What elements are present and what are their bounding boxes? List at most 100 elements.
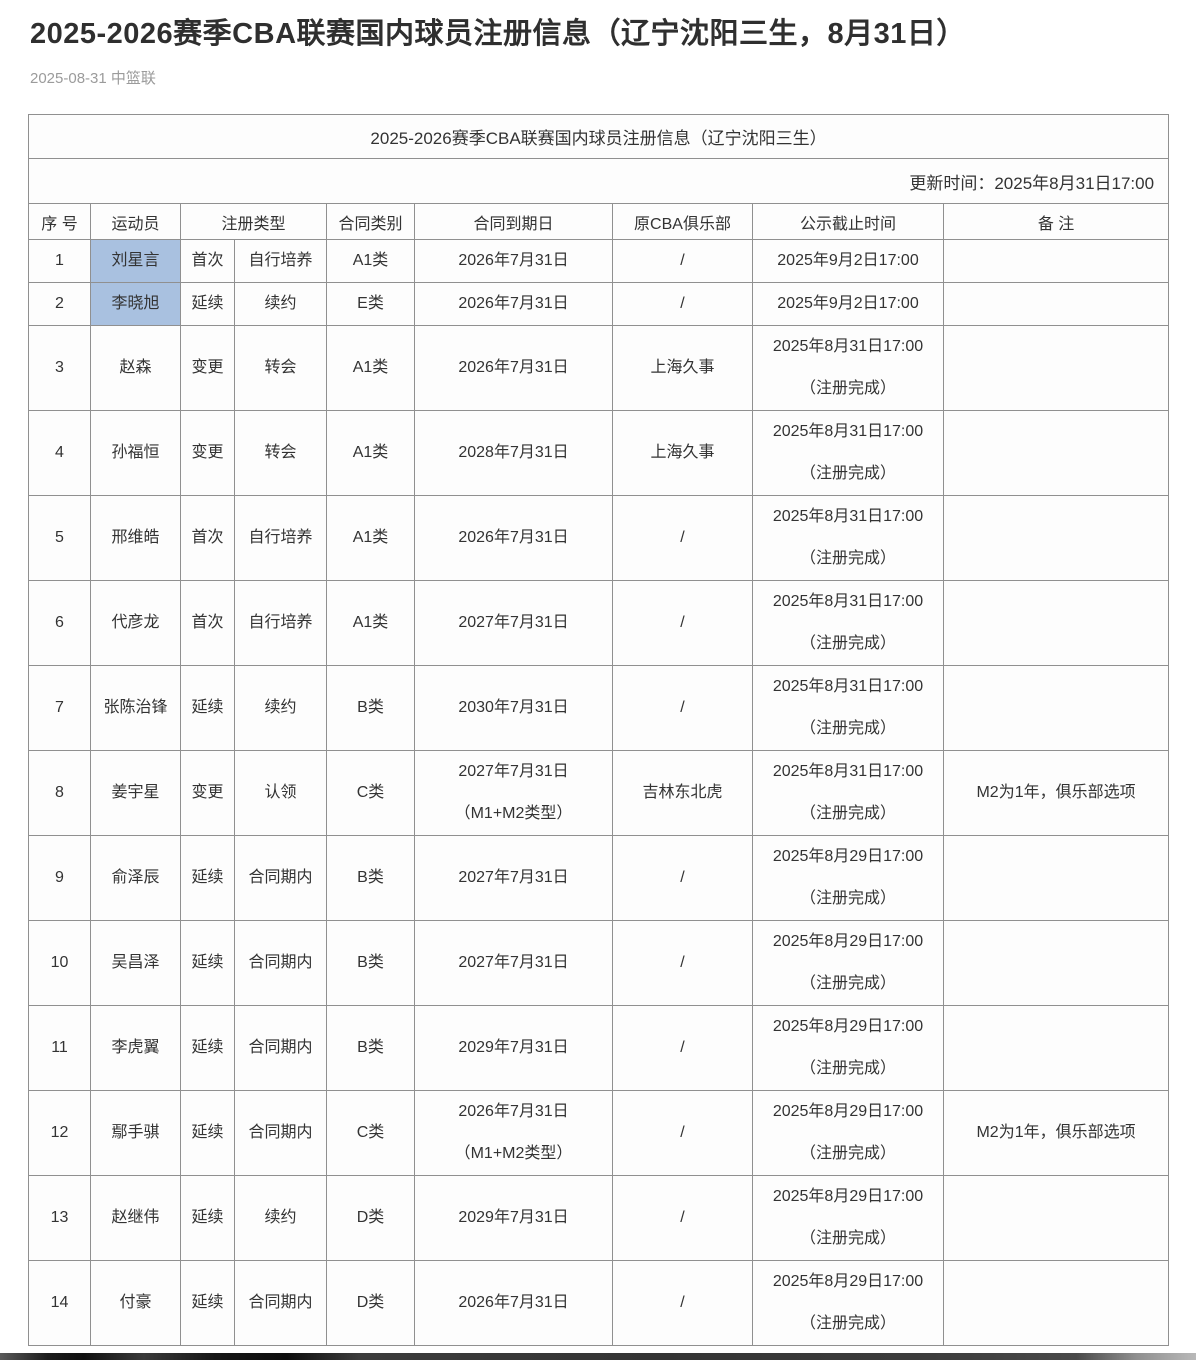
header-contract-class: 合同类别 xyxy=(326,203,415,241)
cell-reg-type: 变更 xyxy=(180,325,235,412)
table-update-row: 更新时间：2025年8月31日17:00 xyxy=(27,158,1170,205)
cell-no: 12 xyxy=(28,1090,91,1177)
page-title: 2025-2026赛季CBA联赛国内球员注册信息（辽宁沈阳三生，8月31日） xyxy=(30,18,966,50)
cell-former-club: / xyxy=(612,920,753,1007)
header-no: 序 号 xyxy=(28,203,91,241)
table-row: 9 俞泽辰 延续 合同期内 B类 2027年7月31日/2025年8月29日17:00 （… xyxy=(28,835,1170,922)
header-reg-type: 注册类型 xyxy=(180,203,327,241)
cell-remark xyxy=(942,410,1170,497)
cell-deadline: 2025年8月31日17:00 （注册完成） xyxy=(752,410,944,497)
cell-former-club: / xyxy=(612,495,753,582)
cell-reg-subtype: 转会 xyxy=(234,410,327,497)
cell-contract-class: A1类 xyxy=(326,410,415,497)
cell-no: 4 xyxy=(28,410,91,497)
header-contract-expiry: 合同到期日 xyxy=(414,203,613,241)
cell-remark xyxy=(942,495,1170,582)
cell-no: 6 xyxy=(28,580,91,667)
cell-reg-type: 变更 xyxy=(180,750,235,837)
cell-contract-class: C类 xyxy=(326,1090,415,1177)
cell-reg-subtype: 合同期内 xyxy=(234,920,327,1007)
cell-no: 1 xyxy=(28,239,91,284)
cell-former-club: / xyxy=(612,1260,753,1347)
table-header-row: 序 号 运动员 注册类型 合同类别 合同到期日 原CBA俱乐部 公示截止时间 备… xyxy=(28,203,1170,241)
cell-no: 8 xyxy=(28,750,91,837)
table-row: 8 姜宇星 变更 认领 C类 2027年7月31日 （M1+M2类型） 吉林东北虎 2025年… xyxy=(28,750,1170,837)
article-meta: 2025-08-31 中篮联 xyxy=(30,70,156,88)
table-body: 1 刘星言 首次 自行培养 A1类 2026年7月31日/2025年9月2日17:00 2 李… xyxy=(28,239,1170,1347)
cell-remark xyxy=(942,239,1170,284)
cell-reg-type: 首次 xyxy=(180,239,235,284)
cell-player: 付豪 xyxy=(90,1260,181,1347)
table-row: 1 刘星言 首次 自行培养 A1类 2026年7月31日/2025年9月2日17:00 xyxy=(28,239,1170,284)
cell-player: 邢维皓 xyxy=(90,495,181,582)
cell-former-club: / xyxy=(612,665,753,752)
cell-contract-class: B类 xyxy=(326,665,415,752)
cell-contract-expiry: 2026年7月31日 xyxy=(414,325,613,412)
cell-reg-subtype: 合同期内 xyxy=(234,1090,327,1177)
cell-reg-type: 变更 xyxy=(180,410,235,497)
cell-contract-class: E类 xyxy=(326,282,415,327)
table-caption-row: 2025-2026赛季CBA联赛国内球员注册信息（辽宁沈阳三生） xyxy=(27,114,1170,160)
cell-contract-expiry: 2026年7月31日 xyxy=(414,239,613,284)
cell-player: 李晓旭 xyxy=(90,282,181,327)
cell-deadline: 2025年8月31日17:00 （注册完成） xyxy=(752,750,944,837)
cell-reg-type: 延续 xyxy=(180,1260,235,1347)
table-row: 13 赵继伟 延续 续约 D类 2029年7月31日/2025年8月29日17:00 （注… xyxy=(28,1175,1170,1262)
cell-reg-subtype: 续约 xyxy=(234,665,327,752)
cell-contract-class: A1类 xyxy=(326,495,415,582)
cell-reg-type: 首次 xyxy=(180,495,235,582)
cell-deadline: 2025年8月31日17:00 （注册完成） xyxy=(752,495,944,582)
cell-contract-expiry: 2026年7月31日 （M1+M2类型） xyxy=(414,1090,613,1177)
cell-contract-expiry: 2026年7月31日 xyxy=(414,1260,613,1347)
cell-former-club: 上海久事 xyxy=(612,325,753,412)
cell-reg-subtype: 自行培养 xyxy=(234,239,327,284)
cell-player: 姜宇星 xyxy=(90,750,181,837)
cell-contract-class: B类 xyxy=(326,835,415,922)
cell-reg-subtype: 续约 xyxy=(234,1175,327,1262)
cell-contract-class: A1类 xyxy=(326,580,415,667)
article-page: 2025-2026赛季CBA联赛国内球员注册信息（辽宁沈阳三生，8月31日） 2… xyxy=(0,18,1196,1360)
cell-contract-class: B类 xyxy=(326,1005,415,1092)
cell-reg-subtype: 自行培养 xyxy=(234,495,327,582)
cell-former-club: / xyxy=(612,1175,753,1262)
cell-player: 吴昌泽 xyxy=(90,920,181,1007)
cell-deadline: 2025年8月29日17:00 （注册完成） xyxy=(752,1005,944,1092)
cell-no: 14 xyxy=(28,1260,91,1347)
cell-reg-type: 延续 xyxy=(180,1005,235,1092)
next-image-edge xyxy=(0,1353,1196,1360)
cell-reg-type: 延续 xyxy=(180,1090,235,1177)
table-row: 2 李晓旭 延续 续约 E类 2026年7月31日/2025年9月2日17:00 xyxy=(28,282,1170,327)
cell-former-club: / xyxy=(612,580,753,667)
cell-player: 赵继伟 xyxy=(90,1175,181,1262)
cell-reg-type: 延续 xyxy=(180,920,235,1007)
cell-contract-class: C类 xyxy=(326,750,415,837)
cell-player: 俞泽辰 xyxy=(90,835,181,922)
cell-player: 刘星言 xyxy=(90,239,181,284)
cell-contract-expiry: 2027年7月31日 xyxy=(414,580,613,667)
cell-contract-class: D类 xyxy=(326,1260,415,1347)
cell-no: 3 xyxy=(28,325,91,412)
cell-remark xyxy=(942,1260,1170,1347)
cell-no: 5 xyxy=(28,495,91,582)
cell-no: 10 xyxy=(28,920,91,1007)
cell-contract-expiry: 2027年7月31日 xyxy=(414,920,613,1007)
cell-contract-expiry: 2029年7月31日 xyxy=(414,1175,613,1262)
cell-contract-class: A1类 xyxy=(326,325,415,412)
cell-contract-expiry: 2027年7月31日 （M1+M2类型） xyxy=(414,750,613,837)
cell-former-club: / xyxy=(612,1005,753,1092)
cell-player: 代彦龙 xyxy=(90,580,181,667)
table-row: 14 付豪 延续 合同期内 D类 2026年7月31日/2025年8月29日17:00 （… xyxy=(28,1260,1170,1347)
cell-contract-expiry: 2026年7月31日 xyxy=(414,495,613,582)
cell-deadline: 2025年8月31日17:00 （注册完成） xyxy=(752,325,944,412)
cell-player: 李虎翼 xyxy=(90,1005,181,1092)
cell-remark xyxy=(942,920,1170,1007)
cell-reg-subtype: 合同期内 xyxy=(234,1005,327,1092)
cell-contract-class: B类 xyxy=(326,920,415,1007)
cell-remark xyxy=(942,665,1170,752)
header-former-club: 原CBA俱乐部 xyxy=(612,203,753,241)
registration-table: 2025-2026赛季CBA联赛国内球员注册信息（辽宁沈阳三生） 更新时间：20… xyxy=(27,114,1170,1347)
table-row: 5 邢维皓 首次 自行培养 A1类 2026年7月31日/2025年8月31日17:00 … xyxy=(28,495,1170,582)
cell-no: 2 xyxy=(28,282,91,327)
cell-former-club: / xyxy=(612,835,753,922)
table-row: 10 吴昌泽 延续 合同期内 B类 2027年7月31日/2025年8月29日17:00 … xyxy=(28,920,1170,1007)
